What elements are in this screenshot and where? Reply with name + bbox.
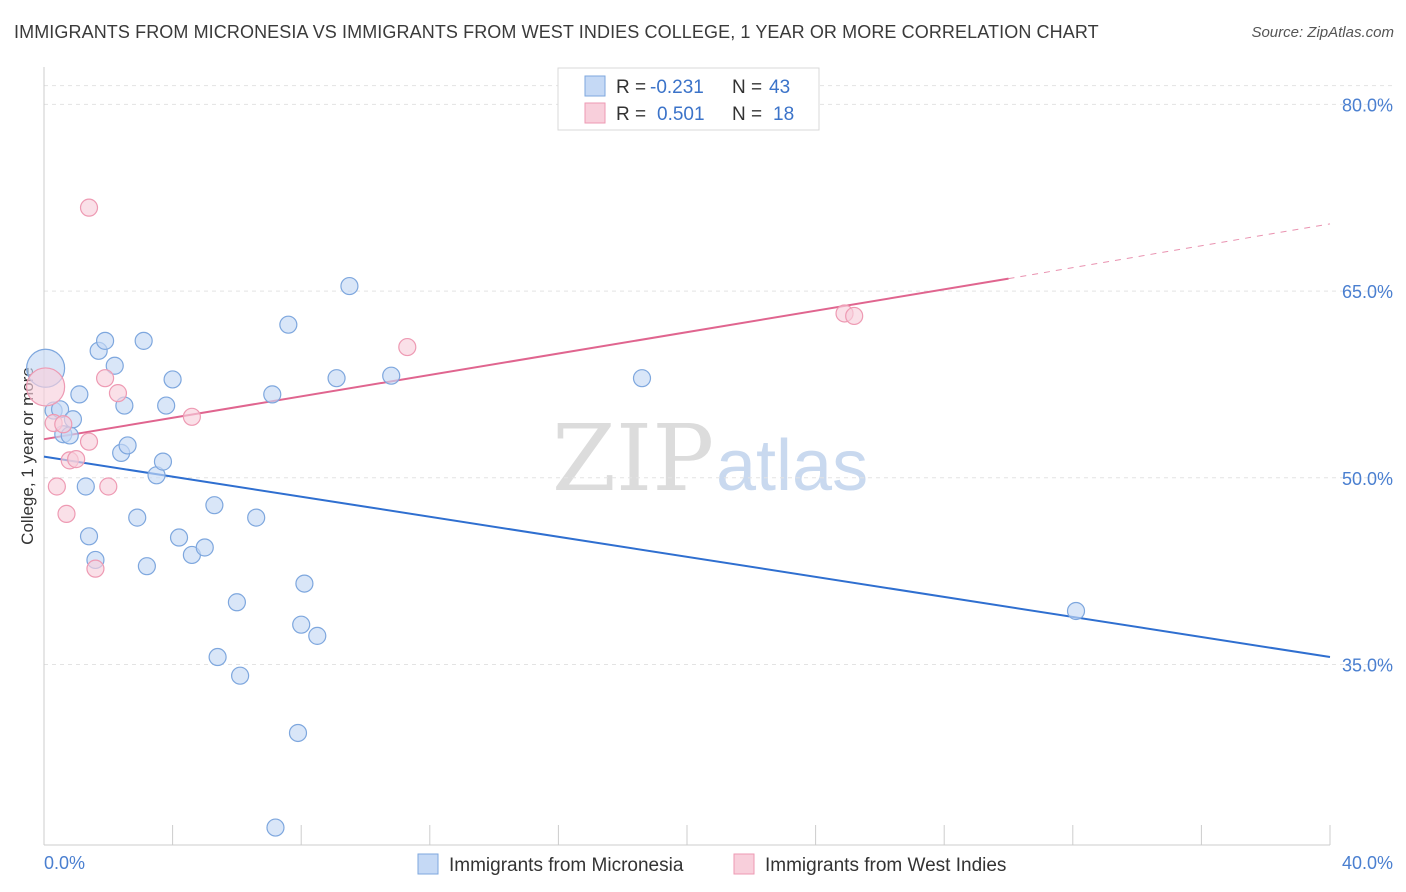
point-micronesia xyxy=(195,538,214,557)
source-credit: Source: ZipAtlas.com xyxy=(1251,24,1394,41)
point-micronesia xyxy=(632,369,652,388)
stats-r-label-west-indies: R = xyxy=(616,104,646,125)
point-west-indies xyxy=(54,415,73,434)
point-micronesia xyxy=(169,528,189,547)
point-micronesia xyxy=(231,666,250,685)
point-micronesia xyxy=(163,370,182,389)
legend-label-west-indies: Immigrants from West Indies xyxy=(765,855,1006,876)
trend-extension-west-indies xyxy=(1008,223,1331,280)
legend-swatch-micronesia xyxy=(417,853,439,875)
point-west-indies xyxy=(79,198,99,217)
point-micronesia xyxy=(1066,601,1086,621)
point-micronesia xyxy=(308,626,327,645)
point-micronesia xyxy=(327,369,346,388)
watermark-zip: ZIP xyxy=(552,405,714,512)
y-axis-label: College, 1 year or more xyxy=(18,367,37,545)
point-west-indies xyxy=(99,477,118,496)
point-micronesia xyxy=(247,508,266,527)
stats-r-value-micronesia: -0.231 xyxy=(650,77,704,98)
stats-box: R = -0.231 N = 43 R = 0.501 N = 18 xyxy=(557,67,820,131)
point-micronesia xyxy=(292,615,311,634)
legend-swatch-west-indies xyxy=(733,853,755,875)
west-indies-points xyxy=(26,198,864,578)
watermark-atlas: atlas xyxy=(716,426,868,506)
point-west-indies xyxy=(26,367,66,407)
point-micronesia xyxy=(79,527,99,546)
point-micronesia xyxy=(76,477,95,496)
stats-swatch-west-indies xyxy=(584,102,606,124)
point-west-indies xyxy=(182,407,201,426)
x-axis-ticks xyxy=(43,825,1331,845)
point-west-indies xyxy=(95,369,115,388)
point-micronesia xyxy=(205,496,224,515)
stats-swatch-micronesia xyxy=(584,75,606,97)
point-micronesia xyxy=(105,356,124,375)
point-micronesia xyxy=(227,593,246,612)
point-micronesia xyxy=(382,366,401,385)
y-tick-label: 80.0% xyxy=(1342,95,1393,115)
point-micronesia xyxy=(266,818,285,837)
y-tick-labels: 35.0% 50.0% 65.0% 80.0% xyxy=(1342,95,1393,675)
stats-r-label-micronesia: R = xyxy=(616,77,646,98)
point-micronesia xyxy=(288,723,308,743)
point-west-indies xyxy=(398,337,417,357)
stats-r-value-west-indies: 0.501 xyxy=(657,104,705,125)
point-micronesia xyxy=(134,331,153,350)
point-micronesia xyxy=(70,385,89,404)
chart-title: IMMIGRANTS FROM MICRONESIA VS IMMIGRANTS… xyxy=(14,22,1099,42)
stats-n-label-west-indies: N = xyxy=(732,104,762,125)
point-micronesia xyxy=(263,385,282,404)
point-micronesia xyxy=(295,574,314,593)
x-tick-label-min: 0.0% xyxy=(44,853,85,873)
point-micronesia xyxy=(157,396,176,415)
point-west-indies xyxy=(108,384,128,403)
legend-label-micronesia: Immigrants from Micronesia xyxy=(449,855,684,876)
y-tick-label: 65.0% xyxy=(1342,282,1393,302)
point-micronesia xyxy=(128,508,147,527)
stats-n-value-west-indies: 18 xyxy=(773,104,794,125)
y-tick-label: 50.0% xyxy=(1342,469,1393,489)
point-west-indies xyxy=(67,450,86,469)
point-west-indies xyxy=(57,504,76,523)
point-micronesia xyxy=(279,315,298,334)
micronesia-points xyxy=(26,276,1086,837)
point-micronesia xyxy=(95,331,115,350)
stats-n-value-micronesia: 43 xyxy=(769,77,790,98)
gridlines xyxy=(44,85,1393,666)
x-tick-label-max: 40.0% xyxy=(1342,853,1393,873)
point-micronesia xyxy=(340,276,359,296)
point-micronesia xyxy=(208,647,227,667)
point-west-indies xyxy=(86,559,105,578)
y-tick-label: 35.0% xyxy=(1342,656,1393,676)
point-west-indies xyxy=(47,477,66,496)
point-micronesia xyxy=(118,436,137,455)
trend-line-micronesia xyxy=(43,455,1331,659)
point-west-indies xyxy=(79,432,99,451)
legend: Immigrants from Micronesia Immigrants fr… xyxy=(417,853,1006,876)
point-micronesia xyxy=(153,452,173,471)
point-micronesia xyxy=(137,557,156,576)
point-west-indies xyxy=(845,306,864,326)
stats-n-label-micronesia: N = xyxy=(732,77,762,98)
